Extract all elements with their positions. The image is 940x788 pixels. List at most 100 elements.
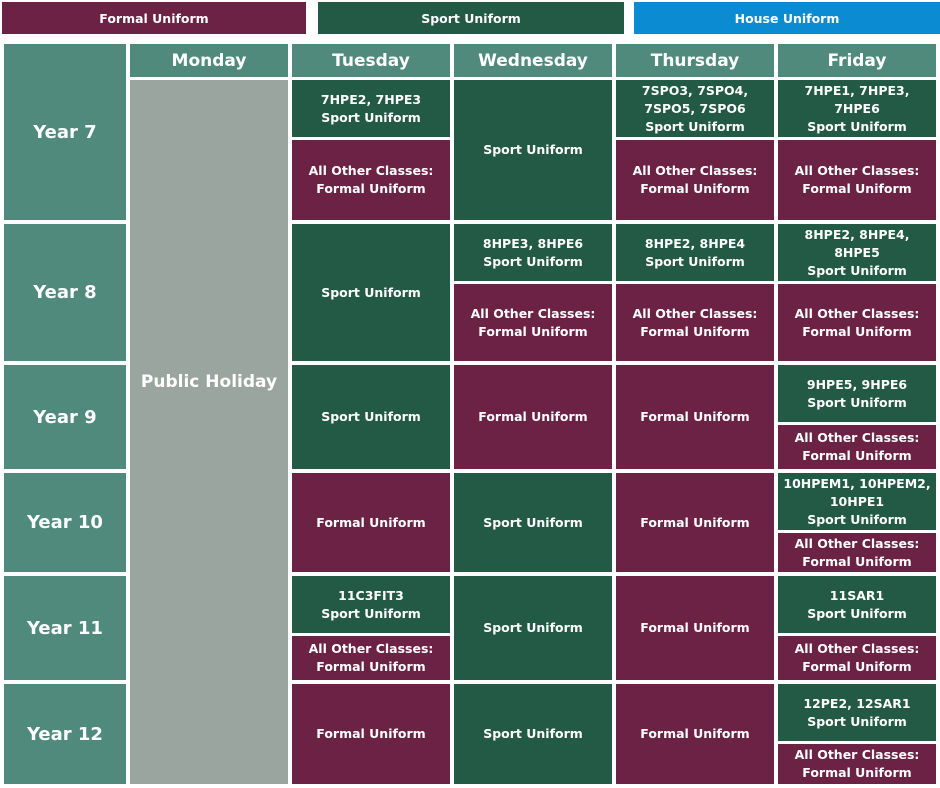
day-label: Tuesday (332, 50, 410, 71)
cell-text: 7SPO3, 7SPO4, 7SPO5, 7SPO6 (641, 82, 749, 116)
day-label: Monday (171, 50, 247, 71)
cell-text: 11SAR1 (829, 587, 885, 603)
year-cell: Year 11 (4, 576, 126, 680)
cell-text: 8HPE2, 8HPE4 (644, 235, 746, 251)
cell-text: Sport Uniform (321, 109, 421, 125)
cell-text: All Other Classes: (794, 747, 920, 762)
day-header: Monday (130, 44, 288, 77)
uniform-cell: All Other Classes: Formal Uniform (292, 636, 450, 680)
cell-text: Formal Uniform (640, 409, 750, 424)
year-label: Year 11 (27, 617, 103, 639)
cell-text: Formal Uniform (316, 514, 426, 530)
cell-text: Formal Uniform (316, 181, 426, 196)
cell-text: All Other Classes: (308, 641, 434, 656)
legend-label: House Uniform (734, 10, 840, 26)
legend-item: Sport Uniform (318, 2, 624, 34)
day-header: Thursday (616, 44, 774, 77)
cell-text: Sport Uniform (807, 605, 907, 621)
cell-text: Sport Uniform (807, 262, 907, 278)
year-label: Year 10 (27, 512, 103, 533)
uniform-cell: Sport Uniform (292, 224, 450, 361)
cell-text: All Other Classes: (794, 163, 920, 178)
cell-text: Formal Uniform (640, 181, 750, 196)
cell-text: Sport Uniform (645, 253, 745, 269)
uniform-cell: All Other Classes: Formal Uniform (778, 140, 936, 220)
uniform-cell: 12PE2, 12SAR1 Sport Uniform (778, 684, 936, 741)
uniform-cell: All Other Classes: Formal Uniform (778, 636, 936, 680)
cell-text: Sport Uniform (807, 394, 907, 410)
cell-text: 12PE2, 12SAR1 (803, 695, 911, 711)
cell-text: Sport Uniform (483, 726, 583, 741)
cell-text: Formal Uniform (640, 514, 750, 530)
cell-text: Formal Uniform (478, 409, 588, 424)
cell-text: 7HPE1, 7HPE3, 7HPE6 (804, 82, 910, 116)
uniform-cell: All Other Classes: Formal Uniform (778, 284, 936, 361)
cell-text: Formal Uniform (640, 620, 750, 635)
uniform-cell: 11SAR1 Sport Uniform (778, 576, 936, 633)
cell-text: Formal Uniform (316, 659, 426, 674)
uniform-cell: Formal Uniform (616, 576, 774, 680)
uniform-cell: Sport Uniform (454, 576, 612, 680)
cell-text: All Other Classes: (794, 430, 920, 445)
uniform-cell: All Other Classes: Formal Uniform (616, 284, 774, 361)
legend-label: Formal Uniform (99, 10, 209, 26)
cell-text: Formal Uniform (802, 553, 912, 569)
year-cell: Year 12 (4, 684, 126, 784)
cell-text: All Other Classes: (794, 535, 920, 551)
cell-text: Formal Uniform (802, 765, 912, 780)
uniform-cell: 7SPO3, 7SPO4, 7SPO5, 7SPO6 Sport Uniform (616, 80, 774, 137)
cell-text: All Other Classes: (632, 163, 758, 178)
holiday-cell: Public Holiday (130, 80, 288, 784)
cell-text: 8HPE2, 8HPE4, 8HPE5 (804, 226, 910, 260)
uniform-cell: 9HPE5, 9HPE6 Sport Uniform (778, 365, 936, 422)
legend-item: House Uniform (634, 2, 940, 34)
uniform-cell: 7HPE2, 7HPE3 Sport Uniform (292, 80, 450, 137)
uniform-cell: All Other Classes: Formal Uniform (616, 140, 774, 220)
uniform-cell: Sport Uniform (454, 684, 612, 784)
uniform-cell: All Other Classes: Formal Uniform (778, 533, 936, 572)
day-header: Wednesday (454, 44, 612, 77)
year-cell: Year 10 (4, 473, 126, 572)
cell-text: 9HPE5, 9HPE6 (806, 376, 908, 392)
uniform-cell: Sport Uniform (454, 80, 612, 220)
day-header: Friday (778, 44, 936, 77)
cell-text: Formal Uniform (802, 181, 912, 196)
cell-text: Sport Uniform (321, 605, 421, 621)
uniform-cell: 10HPEM1, 10HPEM2, 10HPE1 Sport Uniform (778, 473, 936, 530)
holiday-label: Public Holiday (140, 372, 278, 392)
cell-text: Formal Uniform (802, 659, 912, 674)
cell-text: Sport Uniform (807, 511, 907, 527)
cell-text: Sport Uniform (645, 118, 745, 134)
cell-text: 8HPE3, 8HPE6 (482, 235, 584, 251)
cell-text: Sport Uniform (807, 713, 907, 729)
year-label: Year 12 (27, 723, 103, 745)
cell-text: Sport Uniform (321, 284, 421, 300)
uniform-cell: 11C3FIT3 Sport Uniform (292, 576, 450, 633)
uniform-cell: 8HPE2, 8HPE4, 8HPE5 Sport Uniform (778, 224, 936, 281)
year-label: Year 7 (33, 121, 97, 143)
cell-text: All Other Classes: (308, 163, 434, 178)
cell-text: All Other Classes: (470, 305, 596, 321)
cell-text: 10HPEM1, 10HPEM2, 10HPE1 (783, 475, 931, 509)
cell-text: All Other Classes: (794, 641, 920, 656)
cell-text: Formal Uniform (802, 448, 912, 463)
cell-text: Sport Uniform (807, 118, 907, 134)
cell-text: All Other Classes: (632, 305, 758, 321)
day-header: Tuesday (292, 44, 450, 77)
cell-text: Sport Uniform (483, 253, 583, 269)
uniform-cell: 8HPE2, 8HPE4 Sport Uniform (616, 224, 774, 281)
year-label: Year 8 (33, 282, 97, 303)
uniform-cell: 8HPE3, 8HPE6 Sport Uniform (454, 224, 612, 281)
cell-text: Formal Uniform (640, 726, 750, 741)
uniform-cell: All Other Classes: Formal Uniform (778, 744, 936, 784)
cell-text: 7HPE2, 7HPE3 (320, 91, 422, 107)
legend-item: Formal Uniform (2, 2, 306, 34)
cell-text: 11C3FIT3 (338, 587, 404, 603)
uniform-cell: Formal Uniform (616, 473, 774, 572)
uniform-cell: All Other Classes: Formal Uniform (292, 140, 450, 220)
day-label: Thursday (650, 50, 740, 71)
cell-text: Sport Uniform (483, 514, 583, 530)
uniform-cell: 7HPE1, 7HPE3, 7HPE6 Sport Uniform (778, 80, 936, 137)
uniform-cell: All Other Classes: Formal Uniform (778, 425, 936, 469)
